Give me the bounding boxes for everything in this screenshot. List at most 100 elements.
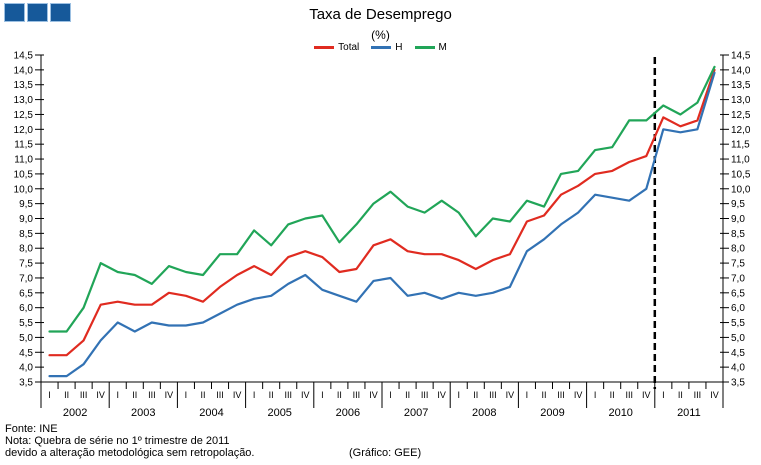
series-line-m bbox=[48, 65, 716, 333]
quarter-label: II bbox=[132, 390, 137, 400]
year-label: 2005 bbox=[267, 407, 291, 419]
y-tick-label-right: 4,0 bbox=[731, 363, 745, 374]
y-tick-label-right: 13,5 bbox=[731, 80, 751, 91]
y-tick-label-right: 3,5 bbox=[731, 378, 745, 389]
legend-item-total: Total bbox=[314, 42, 359, 53]
quarter-label: III bbox=[148, 390, 156, 400]
m-line-swatch bbox=[414, 46, 435, 49]
year-label: 2007 bbox=[404, 407, 428, 419]
y-tick-label-left: 5,5 bbox=[19, 318, 33, 329]
quarter-label: III bbox=[216, 390, 224, 400]
year-label: 2006 bbox=[336, 407, 360, 419]
y-tick-label-right: 10,0 bbox=[731, 184, 751, 195]
y-tick-label-left: 8,0 bbox=[19, 244, 33, 255]
y-tick-label-left: 10,5 bbox=[14, 169, 34, 180]
year-label: 2010 bbox=[608, 407, 632, 419]
year-label: 2009 bbox=[540, 407, 564, 419]
quarter-label: II bbox=[200, 390, 205, 400]
gee-logo bbox=[4, 3, 71, 22]
quarter-label: II bbox=[405, 390, 410, 400]
source-note: Fonte: INE bbox=[5, 423, 58, 435]
quarter-label: II bbox=[678, 390, 683, 400]
y-tick-label-left: 13,0 bbox=[14, 95, 34, 106]
series-line-total bbox=[48, 68, 716, 357]
chart-legend: Total H M bbox=[0, 42, 761, 53]
quarter-label: I bbox=[321, 390, 324, 400]
y-tick-label-left: 9,5 bbox=[19, 199, 33, 210]
y-tick-label-right: 12,5 bbox=[731, 110, 751, 121]
footer-notes: Fonte: INE Nota: Quebra de série no 1º t… bbox=[5, 423, 254, 459]
quarter-label: IV bbox=[369, 390, 378, 400]
quarter-label: IV bbox=[233, 390, 242, 400]
y-tick-label-left: 12,0 bbox=[14, 125, 34, 136]
y-tick-label-left: 4,0 bbox=[19, 363, 33, 374]
quarter-label: III bbox=[557, 390, 565, 400]
quarter-label: IV bbox=[437, 390, 446, 400]
y-tick-label-right: 11,5 bbox=[731, 140, 750, 151]
quarter-label: III bbox=[80, 390, 88, 400]
y-tick-label-left: 9,0 bbox=[19, 214, 33, 225]
legend-item-h: H bbox=[371, 42, 403, 53]
y-tick-label-right: 13,0 bbox=[731, 95, 751, 106]
quarter-label: III bbox=[421, 390, 429, 400]
legend-label-total: Total bbox=[338, 42, 360, 53]
y-tick-label-right: 6,5 bbox=[731, 288, 745, 299]
series-line-h bbox=[48, 71, 716, 378]
quarter-label: IV bbox=[96, 390, 105, 400]
y-tick-label-right: 7,5 bbox=[731, 259, 745, 270]
y-tick-label-left: 11,5 bbox=[14, 140, 33, 151]
y-tick-label-left: 6,5 bbox=[19, 288, 33, 299]
y-tick-label-right: 4,5 bbox=[731, 348, 745, 359]
y-tick-label-right: 7,0 bbox=[731, 273, 745, 284]
y-tick-label-right: 10,5 bbox=[731, 169, 751, 180]
chart-subtitle: (%) bbox=[371, 28, 390, 42]
quarter-label: III bbox=[284, 390, 292, 400]
year-label: 2004 bbox=[199, 407, 223, 419]
quarter-label: II bbox=[269, 390, 274, 400]
y-tick-label-right: 14,0 bbox=[731, 65, 751, 76]
y-tick-label-left: 3,5 bbox=[19, 378, 33, 389]
y-tick-label-left: 11,0 bbox=[14, 155, 33, 166]
logo-square bbox=[4, 3, 25, 22]
quarter-label: IV bbox=[642, 390, 651, 400]
y-tick-label-left: 7,0 bbox=[19, 273, 33, 284]
quarter-label: III bbox=[694, 390, 702, 400]
quarter-label: I bbox=[185, 390, 188, 400]
quarter-label: II bbox=[541, 390, 546, 400]
y-tick-label-left: 14,5 bbox=[14, 51, 34, 62]
chart-title: Taxa de Desemprego bbox=[309, 6, 452, 23]
quarter-label: II bbox=[337, 390, 342, 400]
quarter-label: III bbox=[489, 390, 497, 400]
break-note-line2: devido a alteração metodológica sem retr… bbox=[5, 447, 255, 459]
y-tick-label-left: 4,5 bbox=[19, 348, 33, 359]
y-tick-label-left: 10,0 bbox=[14, 184, 34, 195]
quarter-label: I bbox=[48, 390, 51, 400]
y-tick-label-right: 5,0 bbox=[731, 333, 745, 344]
total-line-swatch bbox=[314, 46, 335, 49]
year-label: 2011 bbox=[677, 407, 701, 419]
y-tick-label-right: 9,0 bbox=[731, 214, 745, 225]
quarter-label: IV bbox=[165, 390, 174, 400]
quarter-label: IV bbox=[301, 390, 310, 400]
y-tick-label-left: 5,0 bbox=[19, 333, 33, 344]
quarter-label: II bbox=[610, 390, 615, 400]
year-label: 2002 bbox=[63, 407, 87, 419]
quarter-label: I bbox=[457, 390, 460, 400]
quarter-label: I bbox=[662, 390, 665, 400]
y-tick-label-left: 14,0 bbox=[14, 65, 34, 76]
y-tick-label-left: 6,0 bbox=[19, 303, 33, 314]
year-label: 2008 bbox=[472, 407, 496, 419]
y-tick-label-right: 14,5 bbox=[731, 51, 751, 62]
y-tick-label-right: 5,5 bbox=[731, 318, 745, 329]
quarter-label: I bbox=[116, 390, 119, 400]
y-tick-label-left: 8,5 bbox=[19, 229, 33, 240]
quarter-label: I bbox=[526, 390, 529, 400]
quarter-label: III bbox=[353, 390, 361, 400]
year-label: 2003 bbox=[131, 407, 155, 419]
y-tick-label-left: 12,5 bbox=[14, 110, 34, 121]
legend-label-h: H bbox=[395, 42, 403, 53]
y-tick-label-right: 9,5 bbox=[731, 199, 745, 210]
